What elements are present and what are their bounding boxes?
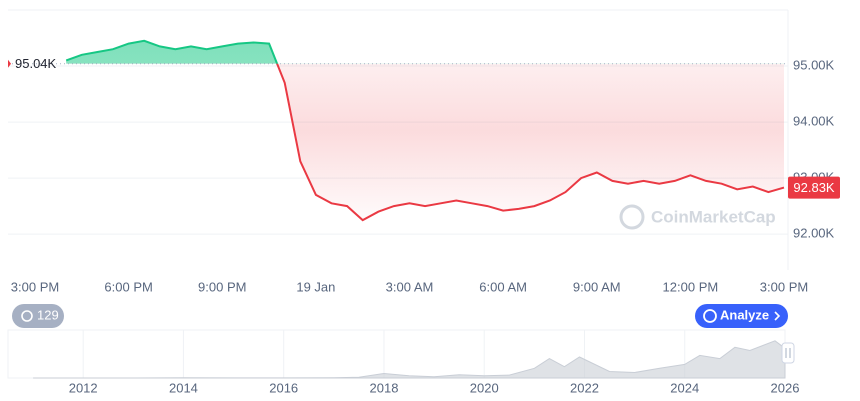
y-tick-label: 92.00K bbox=[793, 226, 835, 241]
x-tick-label: 6:00 AM bbox=[479, 279, 527, 294]
handle[interactable] bbox=[781, 342, 795, 364]
x-tick-label: 2020 bbox=[470, 380, 499, 395]
x-tick-label: 2012 bbox=[69, 380, 98, 395]
x-tick-label: 19 Jan bbox=[296, 279, 335, 294]
navigator-handle[interactable] bbox=[781, 342, 795, 364]
analyze-button[interactable]: Analyze bbox=[695, 304, 788, 328]
x-tick-label: 2014 bbox=[169, 380, 198, 395]
alerts-button[interactable]: 129 bbox=[12, 304, 64, 328]
x-tick-label: 6:00 PM bbox=[104, 279, 152, 294]
analyze-pill[interactable] bbox=[695, 304, 788, 328]
price-line bbox=[276, 63, 785, 222]
x-tick-label: 2016 bbox=[269, 380, 298, 395]
baseline-label: 95.04K bbox=[15, 56, 57, 71]
chevron bbox=[774, 311, 781, 321]
clock-icon bbox=[21, 310, 33, 322]
x-tick-label: 3:00 PM bbox=[760, 279, 808, 294]
price-tag-label: 92.83K bbox=[793, 180, 835, 195]
alerts-pill[interactable] bbox=[12, 304, 64, 328]
x-tick-label: 3:00 AM bbox=[386, 279, 434, 294]
price-tag bbox=[788, 176, 840, 199]
y-tick-label: 94.00K bbox=[793, 114, 835, 129]
x-tick-label: 2022 bbox=[570, 380, 599, 395]
history-area bbox=[33, 340, 786, 379]
alerts-count[interactable]: 129 bbox=[37, 307, 59, 322]
x-tick-label: 2024 bbox=[670, 380, 699, 395]
x-tick-label: 9:00 PM bbox=[198, 279, 246, 294]
area-down bbox=[277, 63, 784, 221]
x-tick-label: 2018 bbox=[370, 380, 399, 395]
x-tick-label: 12:00 PM bbox=[663, 279, 719, 294]
watermark-logo bbox=[619, 204, 645, 230]
watermark: CoinMarketCap bbox=[619, 204, 776, 230]
baseline-marker bbox=[8, 59, 11, 68]
x-tick-label: 3:00 PM bbox=[11, 279, 59, 294]
price-line bbox=[65, 39, 279, 64]
area-up bbox=[66, 40, 784, 64]
analyze-label[interactable]: Analyze bbox=[720, 307, 769, 322]
x-tick-label: 2026 bbox=[771, 380, 800, 395]
y-tick-label: 95.00K bbox=[793, 57, 835, 72]
watermark-text: CoinMarketCap bbox=[651, 207, 776, 226]
analyze-icon bbox=[703, 309, 717, 323]
x-tick-label: 9:00 AM bbox=[573, 279, 621, 294]
